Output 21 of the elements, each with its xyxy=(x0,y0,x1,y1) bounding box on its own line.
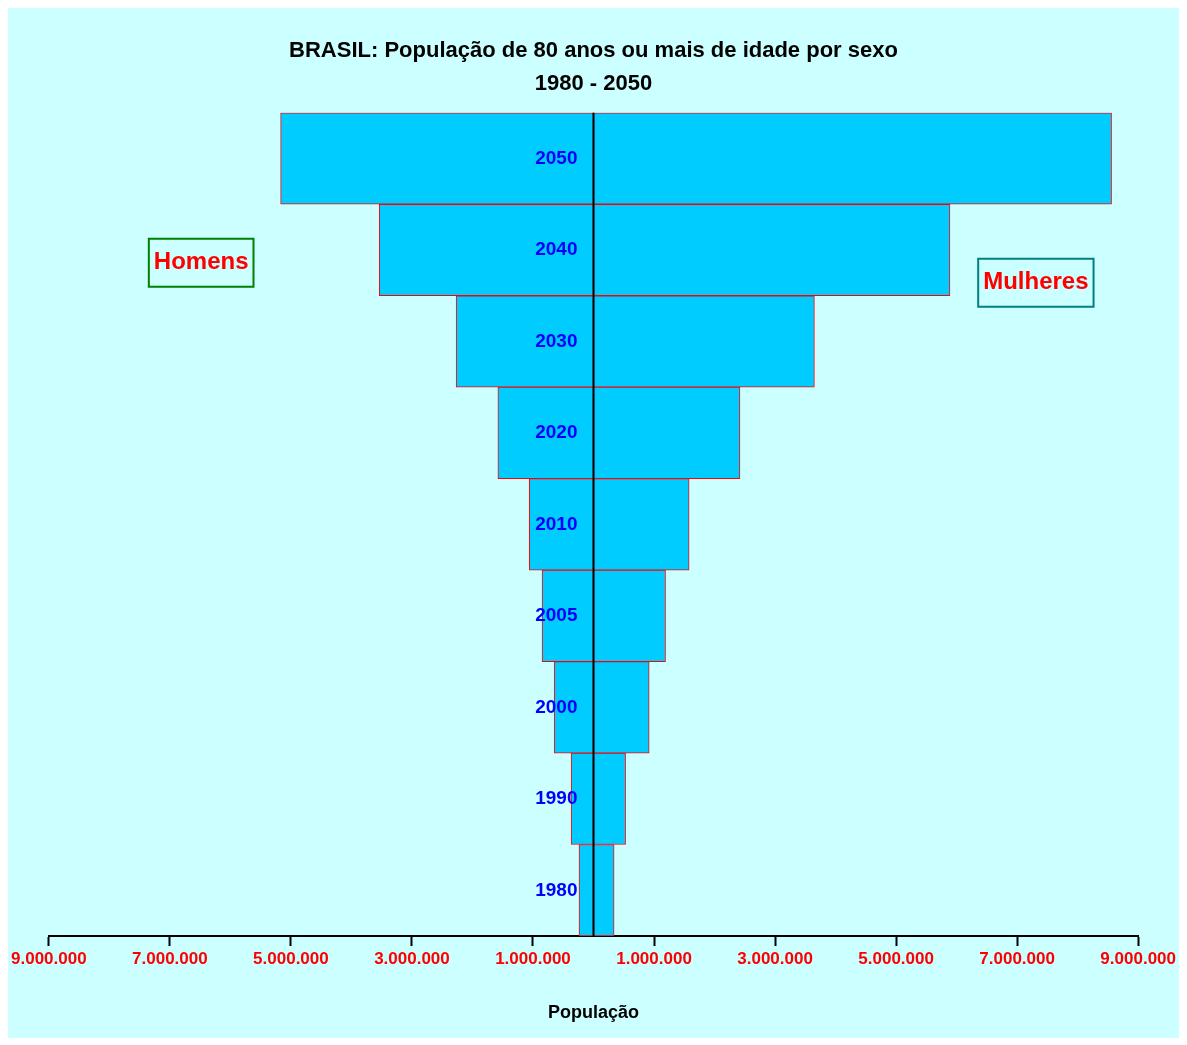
x-tick-label: 5.000.000 xyxy=(858,948,934,968)
text: Homens xyxy=(153,247,249,275)
chart-subtitle: 1980 - 2050 xyxy=(534,69,653,95)
x-tick-label: 1.000.000 xyxy=(495,948,571,968)
x-tick-label: 9.000.000 xyxy=(10,948,87,968)
x-tick-label: 3.000.000 xyxy=(374,948,450,968)
y-tick-label: 2020 xyxy=(535,421,578,443)
y-tick-label: 2010 xyxy=(535,512,578,534)
x-tick-label: 1.000.000 xyxy=(616,948,692,968)
series-label: Mulheres xyxy=(983,267,1089,295)
y-tick-label: 2040 xyxy=(535,238,578,260)
x-tick-label: 7.000.000 xyxy=(979,948,1055,968)
x-tick-label: 5.000.000 xyxy=(253,948,329,968)
y-tick-label: 1980 xyxy=(535,878,578,900)
chart-title: BRASIL: População de 80 anos ou mais de idade por sexo xyxy=(289,37,898,63)
x-tick-label: 3.000.000 xyxy=(737,948,813,968)
y-tick-label: 2050 xyxy=(535,146,578,168)
x-tick-label: 7.000.000 xyxy=(132,948,208,968)
x-tick-label: 9.000.000 xyxy=(1100,948,1177,968)
x-axis-title: População xyxy=(547,1002,640,1023)
y-tick-label: 2030 xyxy=(535,329,578,351)
